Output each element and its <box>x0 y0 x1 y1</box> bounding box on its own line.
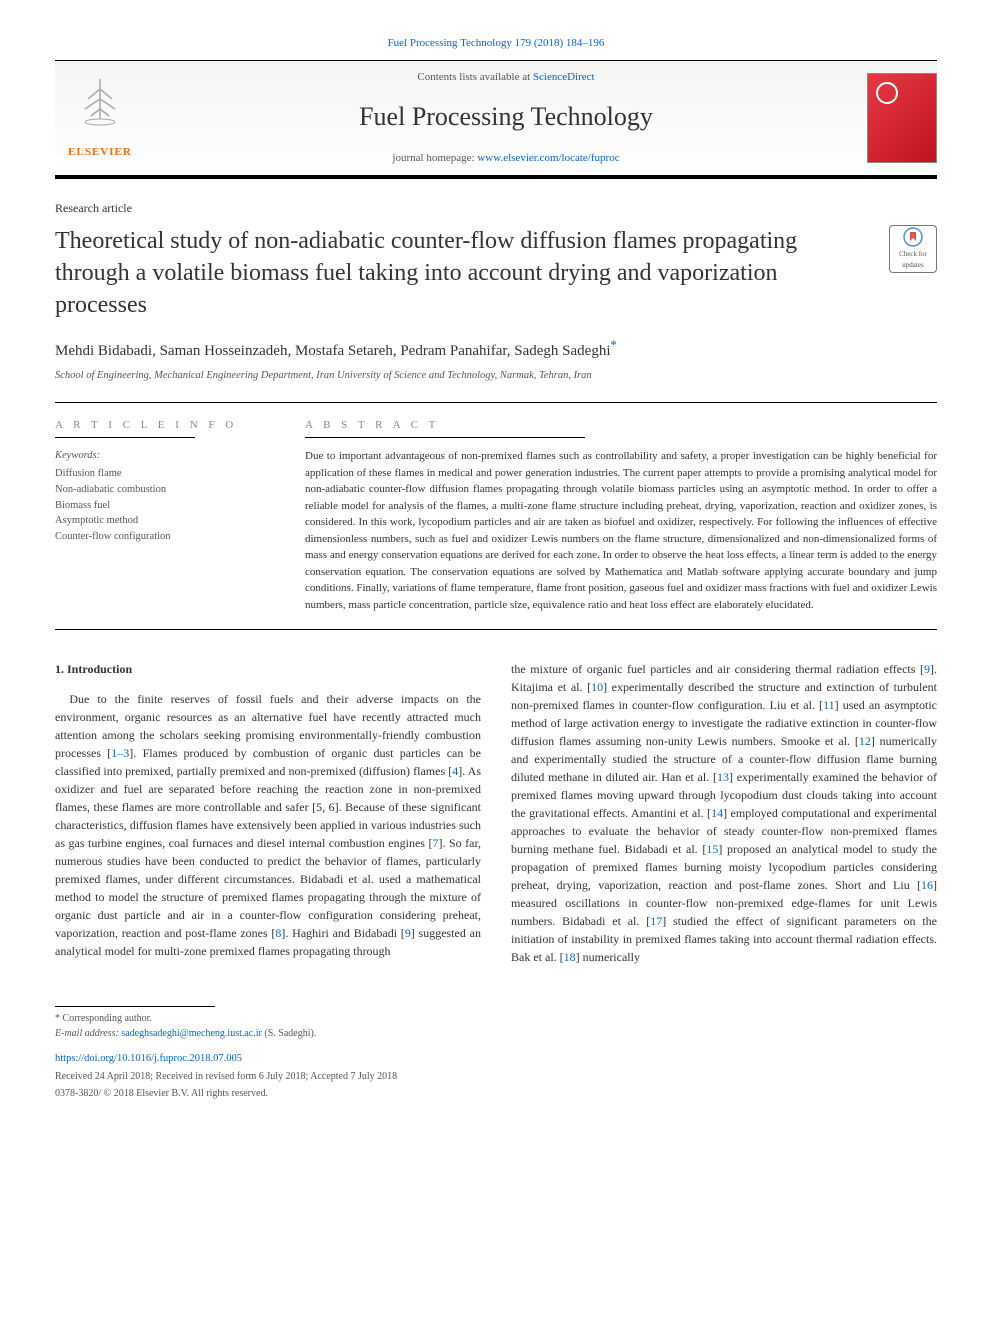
received-line: Received 24 April 2018; Received in revi… <box>55 1069 937 1084</box>
citation-header: Fuel Processing Technology 179 (2018) 18… <box>55 35 937 52</box>
abstract: A B S T R A C T Due to important advanta… <box>305 417 937 614</box>
copyright-line: 0378-3820/ © 2018 Elsevier B.V. All righ… <box>55 1086 937 1101</box>
masthead: ELSEVIER Contents lists available at Sci… <box>55 61 937 179</box>
body-col-right: the mixture of organic fuel particles an… <box>511 660 937 966</box>
article-type: Research article <box>55 199 937 217</box>
intro-para-right: the mixture of organic fuel particles an… <box>511 660 937 966</box>
keyword: Biomass fuel <box>55 498 265 514</box>
corr-mark: * <box>611 338 617 352</box>
authors: Mehdi Bidabadi, Saman Hosseinzadeh, Most… <box>55 336 937 363</box>
email-suffix: (S. Sadeghi). <box>262 1028 316 1039</box>
sciencedirect-link[interactable]: ScienceDirect <box>533 71 595 83</box>
journal-cover-thumbnail <box>867 73 937 163</box>
article-info-label: A R T I C L E I N F O <box>55 417 265 434</box>
elsevier-text: ELSEVIER <box>68 144 132 161</box>
abstract-label: A B S T R A C T <box>305 417 937 434</box>
footer-separator <box>55 1006 215 1007</box>
homepage-prefix: journal homepage: <box>392 152 477 164</box>
contents-prefix: Contents lists available at <box>417 71 532 83</box>
bookmark-icon <box>903 227 923 247</box>
article-title: Theoretical study of non-adiabatic count… <box>55 225 869 322</box>
abstract-end-rule <box>55 629 937 630</box>
article-info-rule <box>55 437 195 438</box>
body-col-left: 1. Introduction Due to the finite reserv… <box>55 660 481 966</box>
authors-list: Mehdi Bidabadi, Saman Hosseinzadeh, Most… <box>55 343 611 359</box>
updates-label: Check for updates <box>890 249 936 270</box>
keywords-label: Keywords: <box>55 448 265 464</box>
affiliation: School of Engineering, Mechanical Engine… <box>55 368 937 384</box>
homepage-line: journal homepage: www.elsevier.com/locat… <box>145 150 867 167</box>
email-footnote: E-mail address: sadeghsadeghi@mecheng.iu… <box>55 1026 937 1041</box>
doi-line: https://doi.org/10.1016/j.fuproc.2018.07… <box>55 1051 937 1067</box>
body-columns: 1. Introduction Due to the finite reserv… <box>55 660 937 966</box>
check-updates-badge[interactable]: Check for updates <box>889 225 937 273</box>
keyword: Diffusion flame <box>55 466 265 482</box>
article-info: A R T I C L E I N F O Keywords: Diffusio… <box>55 417 265 614</box>
intro-heading: 1. Introduction <box>55 660 481 678</box>
email-link[interactable]: sadeghsadeghi@mecheng.iust.ac.ir <box>121 1028 262 1039</box>
journal-name: Fuel Processing Technology <box>145 97 867 136</box>
email-label: E-mail address: <box>55 1028 121 1039</box>
abstract-rule <box>305 437 585 438</box>
doi-link[interactable]: https://doi.org/10.1016/j.fuproc.2018.07… <box>55 1053 242 1064</box>
elsevier-logo: ELSEVIER <box>55 73 145 163</box>
contents-line: Contents lists available at ScienceDirec… <box>145 69 867 86</box>
abstract-text: Due to important advantageous of non-pre… <box>305 448 937 613</box>
keyword: Asymptotic method <box>55 513 265 529</box>
keyword: Counter-flow configuration <box>55 529 265 545</box>
corr-author-footnote: * Corresponding author. <box>55 1011 937 1026</box>
intro-para-left: Due to the finite reserves of fossil fue… <box>55 690 481 960</box>
homepage-link[interactable]: www.elsevier.com/locate/fuproc <box>477 152 619 164</box>
elsevier-tree-icon <box>73 74 128 146</box>
keyword: Non-adiabatic combustion <box>55 482 265 498</box>
